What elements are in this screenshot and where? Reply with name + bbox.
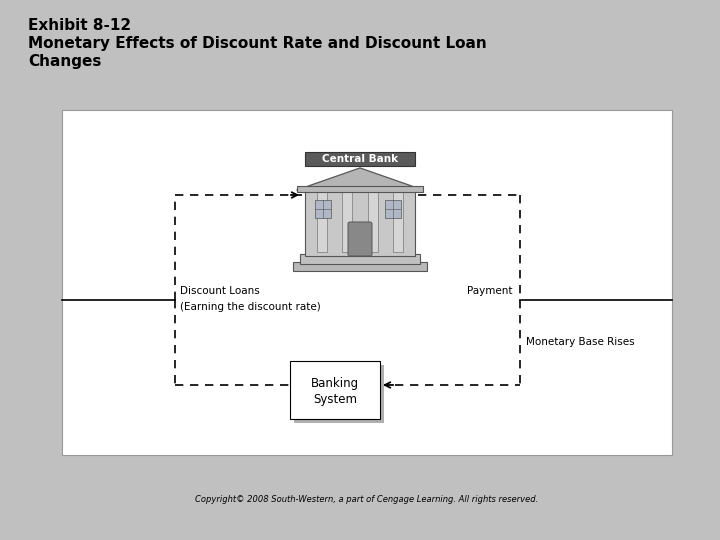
FancyBboxPatch shape [315,200,331,218]
Text: Exhibit 8-12: Exhibit 8-12 [28,18,131,33]
FancyBboxPatch shape [305,152,415,166]
FancyBboxPatch shape [290,361,380,419]
Text: Copyright© 2008 South-Western, a part of Cengage Learning. All rights reserved.: Copyright© 2008 South-Western, a part of… [195,496,539,504]
FancyBboxPatch shape [348,222,372,256]
FancyBboxPatch shape [300,254,420,264]
FancyBboxPatch shape [305,190,415,256]
FancyBboxPatch shape [294,365,384,423]
FancyBboxPatch shape [385,200,401,218]
FancyBboxPatch shape [342,192,352,252]
Polygon shape [297,168,423,190]
FancyBboxPatch shape [393,192,403,252]
FancyBboxPatch shape [293,262,427,271]
Text: Central Bank: Central Bank [322,154,398,164]
Text: Monetary Effects of Discount Rate and Discount Loan: Monetary Effects of Discount Rate and Di… [28,36,487,51]
FancyBboxPatch shape [317,192,327,252]
Text: System: System [313,393,357,406]
Text: Banking: Banking [311,377,359,390]
Text: (Earning the discount rate): (Earning the discount rate) [180,302,320,312]
FancyBboxPatch shape [62,110,672,455]
Text: Changes: Changes [28,54,102,69]
Text: Payment: Payment [467,286,512,296]
Text: Discount Loans: Discount Loans [180,286,260,296]
FancyBboxPatch shape [297,186,423,192]
Text: Monetary Base Rises: Monetary Base Rises [526,337,634,347]
FancyBboxPatch shape [368,192,378,252]
